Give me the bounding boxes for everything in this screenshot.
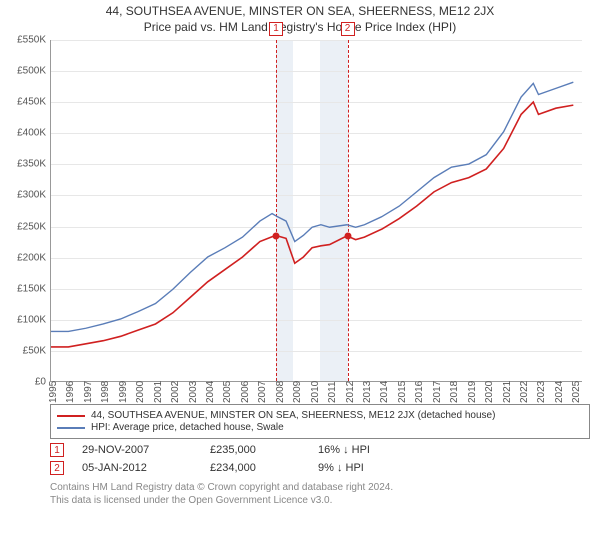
sale-price: £234,000 [210, 462, 300, 474]
sale-diff: 9% ↓ HPI [318, 462, 408, 474]
footnote: Contains HM Land Registry data © Crown c… [50, 481, 590, 507]
x-tick-label: 2011 [327, 381, 338, 403]
footnote-line1: Contains HM Land Registry data © Crown c… [50, 481, 590, 494]
y-tick-label: £450K [17, 97, 46, 108]
x-axis-labels: 1995 1996 1997 1998 1999 2000 2001 2002 2003 2004… [50, 382, 582, 400]
x-tick-label: 2018 [449, 381, 460, 403]
x-tick-label: 1999 [118, 381, 129, 403]
title-address: 44, SOUTHSEA AVENUE, MINSTER ON SEA, SHE… [0, 4, 600, 18]
y-axis-labels: £0£50K£100K£150K£200K£250K£300K£350K£400… [2, 40, 48, 382]
legend-row: HPI: Average price, detached house, Swal… [57, 422, 583, 433]
sale-date: 29-NOV-2007 [82, 444, 192, 456]
x-tick-label: 2009 [292, 381, 303, 403]
sale-date: 05-JAN-2012 [82, 462, 192, 474]
sales-list: 1 29-NOV-2007 £235,000 16% ↓ HPI 2 05-JAN-201… [0, 443, 600, 475]
x-tick-label: 2000 [135, 381, 146, 403]
chart-title-block: 44, SOUTHSEA AVENUE, MINSTER ON SEA, SHE… [0, 0, 600, 34]
chart-area: £0£50K£100K£150K£200K£250K£300K£350K£400… [50, 40, 582, 400]
legend-box: 44, SOUTHSEA AVENUE, MINSTER ON SEA, SHE… [50, 404, 590, 439]
x-tick-label: 2008 [275, 381, 286, 403]
x-tick-label: 2013 [362, 381, 373, 403]
x-tick-label: 2024 [554, 381, 565, 403]
title-subtitle: Price paid vs. HM Land Registry's House … [0, 20, 600, 34]
x-tick-label: 1998 [100, 381, 111, 403]
x-tick-label: 2006 [240, 381, 251, 403]
y-tick-label: £200K [17, 252, 46, 263]
y-tick-label: £250K [17, 221, 46, 232]
sale-row: 2 05-JAN-2012 £234,000 9% ↓ HPI [50, 461, 590, 475]
x-tick-label: 2017 [432, 381, 443, 403]
sale-marker: 1 [50, 443, 64, 457]
x-tick-label: 2015 [397, 381, 408, 403]
sale-price: £235,000 [210, 444, 300, 456]
y-tick-label: £300K [17, 190, 46, 201]
y-tick-label: £0 [35, 377, 46, 388]
y-tick-label: £350K [17, 159, 46, 170]
x-tick-label: 2003 [188, 381, 199, 403]
x-tick-label: 2014 [379, 381, 390, 403]
y-tick-label: £150K [17, 283, 46, 294]
event-marker-1: 1 [269, 22, 283, 36]
series-prop [51, 102, 573, 347]
legend-row: 44, SOUTHSEA AVENUE, MINSTER ON SEA, SHE… [57, 410, 583, 421]
x-tick-label: 2002 [170, 381, 181, 403]
plot-region: 12 [50, 40, 582, 382]
x-tick-label: 2001 [153, 381, 164, 403]
series-hpi [51, 82, 573, 331]
legend-swatch [57, 415, 85, 417]
y-tick-label: £50K [23, 345, 46, 356]
sale-diff: 16% ↓ HPI [318, 444, 408, 456]
x-tick-label: 1995 [48, 381, 59, 403]
x-tick-label: 2012 [345, 381, 356, 403]
x-tick-label: 2007 [257, 381, 268, 403]
x-tick-label: 2020 [484, 381, 495, 403]
y-tick-label: £100K [17, 314, 46, 325]
x-tick-label: 2019 [467, 381, 478, 403]
x-tick-label: 2005 [222, 381, 233, 403]
footnote-line2: This data is licensed under the Open Gov… [50, 494, 590, 507]
x-tick-label: 2004 [205, 381, 216, 403]
x-tick-label: 2023 [536, 381, 547, 403]
legend-label: 44, SOUTHSEA AVENUE, MINSTER ON SEA, SHE… [91, 410, 495, 421]
y-tick-label: £500K [17, 66, 46, 77]
y-tick-label: £550K [17, 35, 46, 46]
event-marker-2: 2 [341, 22, 355, 36]
sale-marker: 2 [50, 461, 64, 475]
legend-swatch [57, 427, 85, 429]
x-tick-label: 1996 [65, 381, 76, 403]
x-tick-label: 2010 [310, 381, 321, 403]
line-series-svg [51, 40, 582, 381]
x-tick-label: 1997 [83, 381, 94, 403]
legend-label: HPI: Average price, detached house, Swal… [91, 422, 284, 433]
x-tick-label: 2025 [571, 381, 582, 403]
x-tick-label: 2016 [414, 381, 425, 403]
x-tick-label: 2022 [519, 381, 530, 403]
y-tick-label: £400K [17, 128, 46, 139]
sale-row: 1 29-NOV-2007 £235,000 16% ↓ HPI [50, 443, 590, 457]
x-tick-label: 2021 [502, 381, 513, 403]
